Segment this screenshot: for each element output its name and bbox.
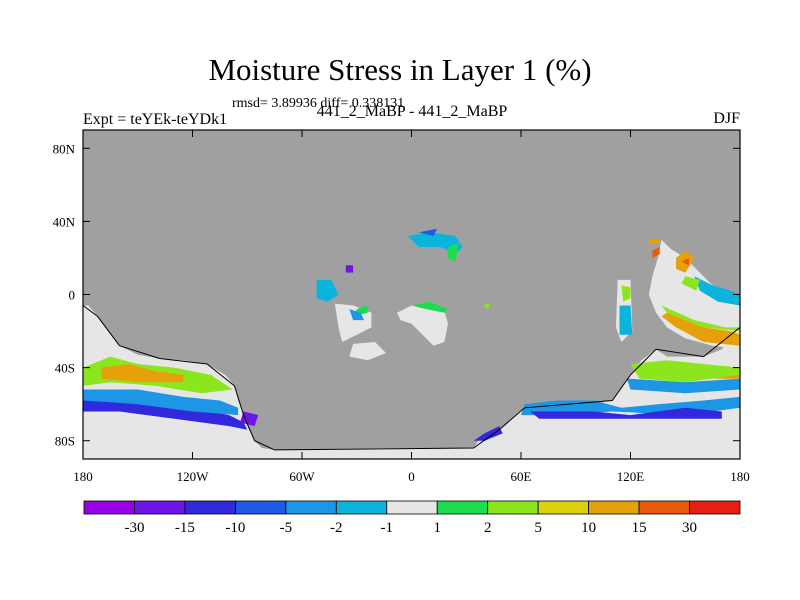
- colorbar-label: 1: [433, 520, 441, 536]
- colorbar-label: 10: [581, 520, 596, 536]
- colorbar-label: 15: [632, 520, 647, 536]
- small-green-cell: [484, 303, 490, 308]
- indian-ocean-green-patch: [621, 285, 631, 302]
- tasman-blue-band: [626, 378, 740, 394]
- x-tick-label: 60W: [289, 469, 315, 484]
- atlantic-blue-edge: [349, 309, 365, 321]
- x-tick-label: 180: [73, 469, 93, 484]
- x-tick-label: 0: [408, 469, 415, 484]
- colorbar-label: -5: [280, 520, 293, 536]
- southern-ocean-orange-band: [101, 364, 184, 383]
- colorbar-swatch: [335, 500, 388, 515]
- y-tick-label: 40S: [55, 361, 75, 376]
- y-tick-label: 0: [69, 288, 76, 303]
- colorbar: -30 -15 -10 -5 -2 -1 1 2 5 10 15 30: [83, 500, 741, 536]
- tasman-green-band: [630, 360, 740, 383]
- x-tick-label: 120E: [617, 469, 645, 484]
- indian-ocean-blue-patch: [619, 305, 633, 335]
- colorbar-label: -10: [225, 520, 245, 536]
- y-tick-label: 80S: [55, 434, 75, 449]
- subantarctic-violet-band-east: [530, 407, 722, 419]
- colorbar-swatch: [386, 500, 438, 515]
- west-pacific-blue-patch: [694, 276, 740, 306]
- colorbar-label: -30: [124, 520, 144, 536]
- subtropical-orange-band: [661, 312, 740, 346]
- colorbar-label: 30: [682, 520, 697, 536]
- colorbar-swatch: [134, 500, 186, 515]
- axis-layer: 180 120W 60W 0 60E 120E 180 80N 40N 0 40S 80S: [53, 129, 750, 484]
- subtropical-green-band: [661, 305, 740, 332]
- colorbar-swatch: [638, 500, 690, 515]
- y-tick-label: 80N: [53, 141, 76, 156]
- southern-ocean-blue-band: [83, 389, 239, 416]
- colorbar-swatch: [588, 500, 640, 515]
- southern-ocean-violet-band: [83, 400, 248, 430]
- y-tick-label: 40N: [53, 214, 76, 229]
- colorbar-swatch: [184, 500, 236, 515]
- atlantic-patch-east: [396, 305, 448, 346]
- ocean-neutral-region: [83, 305, 740, 459]
- colorbar-label: -1: [381, 520, 394, 536]
- center-label: 441_2_MaBP - 441_2_MaBP: [316, 103, 508, 120]
- antarctic-violet-edge: [473, 426, 503, 441]
- colorbar-swatch: [537, 500, 590, 515]
- colorbar-label: 2: [484, 520, 492, 536]
- coast-outline: [82, 305, 741, 451]
- x-tick-label: 60E: [511, 469, 532, 484]
- kuroshio-red-spot: [652, 247, 660, 258]
- colorbar-label: 5: [534, 520, 542, 536]
- colorbar-swatch: [83, 500, 135, 515]
- drake-violet-patch: [240, 411, 259, 427]
- mid-atlantic-blue-patch: [316, 279, 339, 302]
- colorbar-label: -2: [330, 520, 343, 536]
- mid-atlantic-violet-patch: [345, 265, 354, 273]
- map-layer: [82, 130, 741, 459]
- stats-line: rmsd= 3.89936 diff= 0.338131: [232, 96, 405, 111]
- colorbar-swatch: [689, 500, 741, 515]
- x-tick-label: 180: [730, 469, 750, 484]
- west-pacific-red-spot: [681, 257, 689, 266]
- colorbar-swatch: [285, 500, 337, 515]
- north-atlantic-violet-patch: [418, 228, 437, 236]
- atlantic-patch-south: [349, 342, 386, 361]
- atlantic-east-green-edge: [411, 301, 448, 313]
- colorbar-label: -15: [175, 520, 195, 536]
- colorbar-swatch: [436, 500, 489, 515]
- experiment-label: Expt = teYEk-teYDk1: [83, 111, 228, 128]
- x-tick-label: 120W: [177, 469, 210, 484]
- west-pacific-green-patch: [681, 276, 700, 291]
- north-atlantic-green-patch: [448, 243, 459, 262]
- colorbar-swatch: [234, 500, 287, 515]
- kuroshio-orange-spot: [648, 239, 660, 244]
- chart-title: Moisture Stress in Layer 1 (%): [208, 52, 592, 87]
- season-label: DJF: [713, 110, 740, 127]
- colorbar-swatch: [487, 500, 539, 515]
